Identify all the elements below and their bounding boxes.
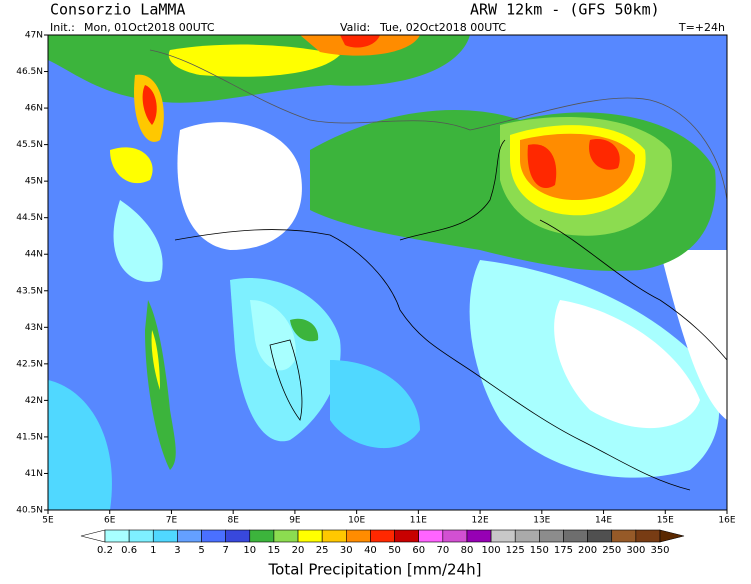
lat-label: 46.5N bbox=[16, 67, 43, 77]
colorbar-box bbox=[321, 529, 347, 543]
colorbar-label: 3 bbox=[174, 545, 180, 556]
colorbar-label: 150 bbox=[530, 545, 549, 556]
lat-label: 44.5N bbox=[16, 213, 43, 223]
colorbar-arrow bbox=[80, 529, 106, 543]
colorbar-label: 100 bbox=[482, 545, 501, 556]
colorbar-label: 250 bbox=[602, 545, 621, 556]
lon-label: 11E bbox=[410, 516, 427, 526]
colorbar-box bbox=[539, 529, 564, 543]
colorbar-label: 30 bbox=[340, 545, 353, 556]
colorbar-box bbox=[225, 529, 251, 543]
lon-label: 15E bbox=[657, 516, 674, 526]
lon-label: 10E bbox=[348, 516, 365, 526]
colorbar-label: 0.2 bbox=[97, 545, 113, 556]
header-title: Consorzio LaMMA bbox=[50, 1, 185, 19]
colorbar-box bbox=[273, 529, 299, 543]
colorbar-box bbox=[297, 529, 323, 543]
colorbar-label: 350 bbox=[650, 545, 669, 556]
colorbar-box bbox=[514, 529, 540, 543]
colorbar-label: 80 bbox=[461, 545, 474, 556]
colorbar-box bbox=[466, 529, 492, 543]
colorbar-label: 40 bbox=[364, 545, 377, 556]
lat-label: 45N bbox=[25, 177, 43, 187]
colorbar-label: 70 bbox=[436, 545, 449, 556]
colorbar-box bbox=[635, 529, 661, 543]
colorbar-label: 60 bbox=[412, 545, 425, 556]
colorbar-arrow bbox=[659, 529, 685, 543]
precip-field bbox=[48, 35, 727, 510]
colorbar-box bbox=[587, 529, 613, 543]
lead-time: T=+24h bbox=[678, 21, 725, 34]
colorbar-title: Total Precipitation [mm/24h] bbox=[268, 561, 482, 579]
colorbar-box bbox=[104, 529, 130, 543]
colorbar-box bbox=[563, 529, 588, 543]
colorbar-box bbox=[128, 529, 154, 543]
colorbar-label: 5 bbox=[198, 545, 204, 556]
lat-label: 41N bbox=[25, 469, 43, 479]
lon-label: 6E bbox=[104, 516, 116, 526]
colorbar-label: 20 bbox=[292, 545, 305, 556]
colorbar-box bbox=[418, 529, 444, 543]
header-model: ARW 12km - (GFS 50km) bbox=[470, 1, 660, 19]
lat-label: 46N bbox=[25, 104, 43, 114]
valid-label: Valid: bbox=[340, 21, 370, 34]
lat-label: 45.5N bbox=[16, 140, 43, 150]
colorbar-label: 0.6 bbox=[121, 545, 137, 556]
valid-time: Tue, 02Oct2018 00UTC bbox=[379, 21, 506, 34]
colorbar-box bbox=[152, 529, 178, 543]
colorbar-label: 10 bbox=[243, 545, 256, 556]
lon-label: 12E bbox=[472, 516, 489, 526]
colorbar-label: 1 bbox=[150, 545, 156, 556]
lon-label: 5E bbox=[42, 516, 54, 526]
colorbar-box bbox=[177, 529, 202, 543]
colorbar-label: 25 bbox=[316, 545, 329, 556]
colorbar-box bbox=[490, 529, 516, 543]
lat-label: 44N bbox=[25, 250, 43, 260]
colorbar-label: 200 bbox=[578, 545, 597, 556]
lat-label: 43N bbox=[25, 323, 43, 333]
colorbar-box bbox=[611, 529, 637, 543]
lon-label: 7E bbox=[166, 516, 178, 526]
colorbar-box bbox=[201, 529, 226, 543]
lat-label: 47N bbox=[25, 31, 43, 41]
colorbar-label: 300 bbox=[626, 545, 645, 556]
map-frame bbox=[47, 34, 728, 511]
init-time: Mon, 01Oct2018 00UTC bbox=[84, 21, 215, 34]
lon-label: 14E bbox=[595, 516, 612, 526]
colorbar-box bbox=[394, 529, 419, 543]
colorbar-label: 50 bbox=[388, 545, 401, 556]
lat-label: 41.5N bbox=[16, 432, 43, 442]
lat-label: 40.5N bbox=[16, 506, 43, 516]
lon-label: 8E bbox=[227, 516, 239, 526]
colorbar-label: 175 bbox=[554, 545, 573, 556]
colorbar-label: 125 bbox=[506, 545, 525, 556]
colorbar-box bbox=[249, 529, 275, 543]
colorbar-label: 7 bbox=[222, 545, 228, 556]
colorbar-label: 15 bbox=[268, 545, 281, 556]
lat-label: 42.5N bbox=[16, 359, 43, 369]
lat-label: 43.5N bbox=[16, 286, 43, 296]
colorbar-box bbox=[346, 529, 371, 543]
init-label: Init.: bbox=[50, 21, 75, 34]
lat-label: 42N bbox=[25, 396, 43, 406]
colorbar-box bbox=[370, 529, 395, 543]
colorbar-box bbox=[442, 529, 468, 543]
lon-label: 16E bbox=[718, 516, 735, 526]
lon-label: 9E bbox=[289, 516, 301, 526]
lon-label: 13E bbox=[533, 516, 550, 526]
